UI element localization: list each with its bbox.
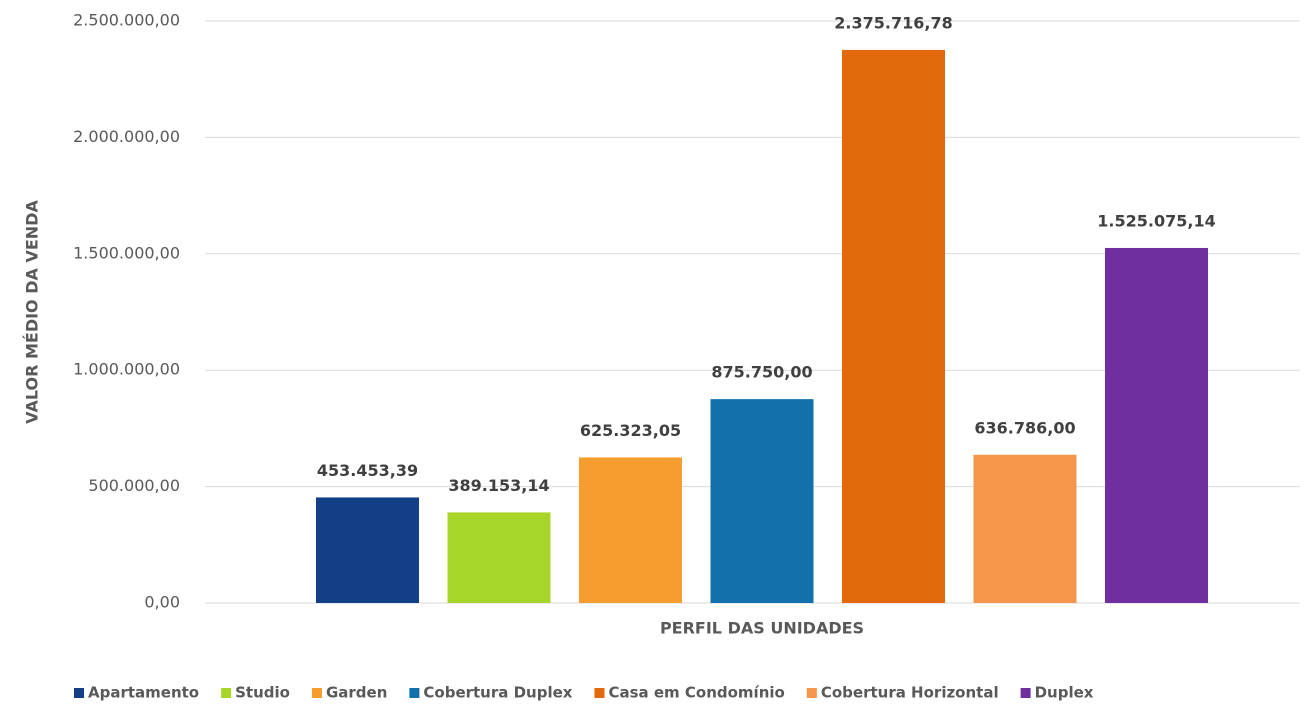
bar [710, 399, 814, 603]
data-label: 636.786,00 [974, 418, 1075, 437]
data-label: 625.323,05 [580, 421, 681, 440]
legend-label: Studio [235, 684, 290, 702]
data-label: 389.153,14 [448, 476, 549, 495]
legend-label: Duplex [1035, 684, 1094, 702]
legend-swatch [311, 688, 322, 698]
legend-swatch [806, 688, 817, 698]
legend-swatch [409, 688, 420, 698]
y-tick-label: 2.500.000,00 [73, 11, 180, 30]
legend-swatch [594, 688, 605, 698]
y-tick-label: 1.000.000,00 [73, 360, 180, 379]
data-label: 2.375.716,78 [834, 13, 952, 32]
legend-label: Cobertura Horizontal [821, 684, 999, 702]
legend-swatch [221, 688, 232, 698]
legend-label: Garden [326, 684, 387, 702]
data-label: 453.453,39 [317, 461, 418, 480]
y-tick-label: 0,00 [144, 593, 180, 612]
bar [447, 512, 551, 603]
legend-label: Cobertura Duplex [423, 684, 572, 702]
bar [1105, 247, 1208, 603]
bar [579, 457, 682, 603]
y-tick-label: 1.500.000,00 [73, 243, 180, 262]
x-axis-label: PERFIL DAS UNIDADES [660, 619, 864, 638]
data-label: 1.525.075,14 [1097, 211, 1215, 230]
legend-label: Casa em Condomínio [608, 684, 784, 702]
y-tick-label: 500.000,00 [88, 476, 180, 495]
y-axis-label: VALOR MÉDIO DA VENDA [23, 200, 42, 424]
bar [973, 454, 1077, 603]
y-tick-label: 2.000.000,00 [73, 127, 180, 146]
legend-swatch [1020, 688, 1031, 698]
bar [316, 497, 419, 603]
bar [842, 49, 945, 604]
legend-label: Apartamento [88, 684, 199, 702]
legend-swatch [74, 688, 84, 698]
data-label: 875.750,00 [711, 363, 812, 382]
